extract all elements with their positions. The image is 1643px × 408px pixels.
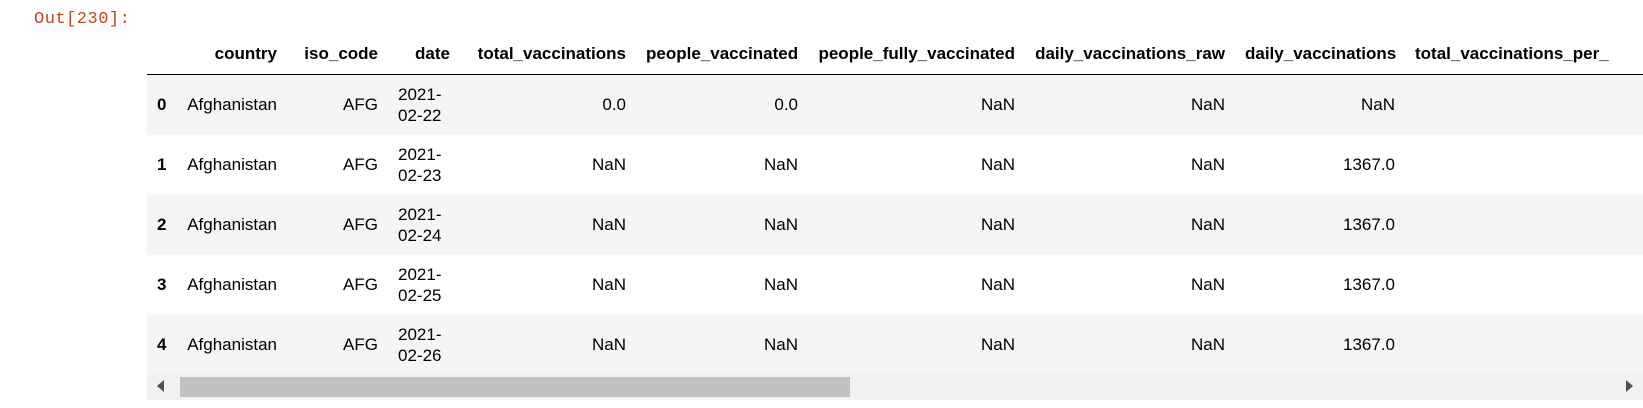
cell-people-fully-vaccinated: NaN [980, 95, 1015, 114]
cell-people-vaccinated: NaN [763, 155, 798, 174]
header-row: country iso_code date total_vaccinations… [147, 22, 1643, 75]
cell-date-year: 2021- [398, 205, 442, 224]
cell-total-vaccinations: NaN [591, 335, 626, 354]
cell-date: 2021- 02-22 [388, 75, 460, 136]
column-header-index [147, 22, 169, 75]
cell-total-vaccinations-per [1405, 255, 1643, 315]
column-header-date: date [388, 22, 460, 75]
cell-daily-vaccinations: 1367.0 [1343, 155, 1395, 174]
cell-daily-vaccinations: NaN [1360, 95, 1395, 114]
cell-daily-vaccinations-raw: NaN [1190, 335, 1225, 354]
cell-people-vaccinated: NaN [763, 215, 798, 234]
cell-total-vaccinations-per [1405, 135, 1643, 195]
scroll-left-arrow-icon[interactable] [157, 380, 164, 392]
cell-total-vaccinations: NaN [591, 275, 626, 294]
horizontal-scrollbar[interactable] [147, 374, 1643, 400]
cell-daily-vaccinations-raw: NaN [1190, 95, 1225, 114]
cell-iso-code: AFG [343, 215, 378, 234]
dataframe-table: country iso_code date total_vaccinations… [147, 22, 1643, 375]
scroll-right-arrow-icon[interactable] [1626, 380, 1633, 392]
column-header-people-fully-vaccinated: people_fully_vaccinated [808, 22, 1025, 75]
output-prompt: Out[230]: [34, 10, 131, 29]
cell-date-monthday: 02-25 [398, 286, 442, 305]
cell-date-year: 2021- [398, 145, 442, 164]
column-header-people-vaccinated: people_vaccinated [636, 22, 808, 75]
table-row: 2 Afghanistan AFG 2021- 02-24 NaN NaN NaN… [147, 195, 1643, 255]
row-index: 1 [157, 155, 167, 174]
cell-daily-vaccinations: 1367.0 [1343, 215, 1395, 234]
column-header-daily-vaccinations-raw: daily_vaccinations_raw [1025, 22, 1235, 75]
cell-date-monthday: 02-26 [398, 346, 442, 365]
cell-country: Afghanistan [187, 275, 277, 294]
cell-total-vaccinations-per [1405, 195, 1643, 255]
cell-total-vaccinations-per [1405, 75, 1643, 136]
cell-people-fully-vaccinated: NaN [980, 335, 1015, 354]
cell-iso-code: AFG [343, 155, 378, 174]
cell-date: 2021- 02-25 [388, 255, 460, 315]
cell-date: 2021- 02-24 [388, 195, 460, 255]
cell-country: Afghanistan [187, 95, 277, 114]
column-header-daily-vaccinations: daily_vaccinations [1235, 22, 1405, 75]
cell-date-year: 2021- [398, 85, 442, 104]
cell-country: Afghanistan [187, 155, 277, 174]
cell-total-vaccinations: NaN [591, 215, 626, 234]
scrollbar-thumb[interactable] [180, 377, 850, 397]
cell-iso-code: AFG [343, 95, 378, 114]
cell-date: 2021- 02-26 [388, 315, 460, 375]
table-row: 0 Afghanistan AFG 2021- 02-22 0.0 0.0 NaN… [147, 74, 1643, 136]
cell-date-monthday: 02-22 [398, 106, 442, 125]
cell-date-monthday: 02-23 [398, 166, 442, 185]
cell-total-vaccinations: 0.0 [602, 95, 626, 114]
column-header-iso-code: iso_code [287, 22, 388, 75]
cell-date: 2021- 02-23 [388, 135, 460, 195]
cell-total-vaccinations-per [1405, 315, 1643, 375]
row-index: 4 [157, 335, 167, 354]
row-index: 0 [157, 95, 167, 114]
cell-people-fully-vaccinated: NaN [980, 275, 1015, 294]
cell-daily-vaccinations-raw: NaN [1190, 215, 1225, 234]
column-header-country: country [169, 22, 287, 75]
cell-iso-code: AFG [343, 335, 378, 354]
column-header-total-vaccinations-per: total_vaccinations_per_ [1405, 22, 1643, 75]
table-row: 1 Afghanistan AFG 2021- 02-23 NaN NaN NaN… [147, 135, 1643, 195]
cell-people-vaccinated: NaN [763, 275, 798, 294]
row-index: 2 [157, 215, 167, 234]
table-row: 4 Afghanistan AFG 2021- 02-26 NaN NaN NaN… [147, 315, 1643, 375]
cell-date-year: 2021- [398, 325, 442, 344]
column-header-total-vaccinations: total_vaccinations [460, 22, 636, 75]
table-row: 3 Afghanistan AFG 2021- 02-25 NaN NaN NaN… [147, 255, 1643, 315]
row-index: 3 [157, 275, 167, 294]
cell-daily-vaccinations-raw: NaN [1190, 275, 1225, 294]
cell-country: Afghanistan [187, 335, 277, 354]
cell-daily-vaccinations: 1367.0 [1343, 275, 1395, 294]
cell-daily-vaccinations: 1367.0 [1343, 335, 1395, 354]
cell-people-vaccinated: NaN [763, 335, 798, 354]
cell-country: Afghanistan [187, 215, 277, 234]
cell-daily-vaccinations-raw: NaN [1190, 155, 1225, 174]
cell-people-vaccinated: 0.0 [774, 95, 798, 114]
cell-people-fully-vaccinated: NaN [980, 215, 1015, 234]
cell-date-monthday: 02-24 [398, 226, 442, 245]
dataframe-output: country iso_code date total_vaccinations… [147, 22, 1643, 404]
cell-people-fully-vaccinated: NaN [980, 155, 1015, 174]
cell-total-vaccinations: NaN [591, 155, 626, 174]
cell-date-year: 2021- [398, 265, 442, 284]
cell-iso-code: AFG [343, 275, 378, 294]
